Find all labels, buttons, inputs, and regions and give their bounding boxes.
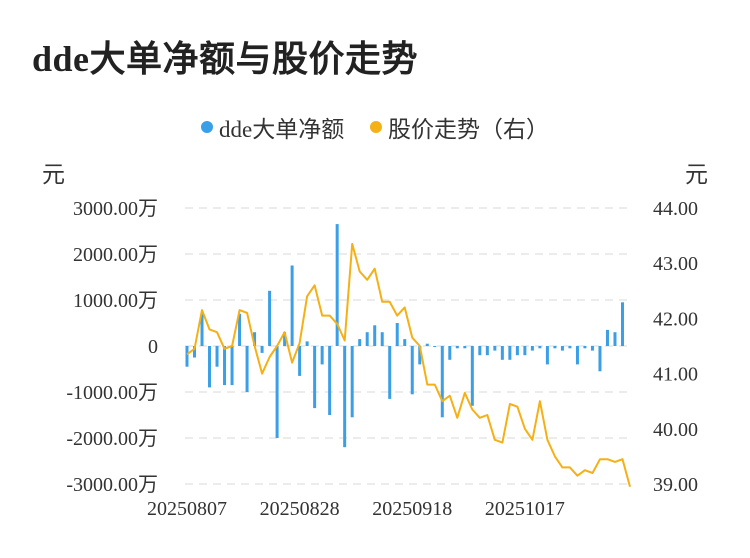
left-tick-label: -1000.00万: [66, 382, 158, 404]
dde-bar: [538, 346, 542, 349]
dde-bar: [478, 346, 482, 356]
x-tick-label: 20250918: [372, 498, 452, 520]
right-tick-label: 42.00: [653, 308, 698, 330]
legend-item-price[interactable]: 股价走势（右）: [369, 110, 549, 144]
dde-bar: [223, 346, 227, 386]
legend-dot-price: [369, 121, 382, 133]
right-axis-unit: 元: [685, 162, 708, 187]
dde-bar: [358, 339, 362, 346]
dde-bar: [230, 346, 234, 386]
right-tick-label: 41.00: [653, 364, 698, 386]
dde-bar: [515, 346, 519, 356]
left-tick-label: 3000.00万: [73, 198, 158, 220]
x-tick-label: 20250828: [260, 498, 340, 520]
dde-bar: [388, 346, 392, 399]
left-tick-label: 2000.00万: [73, 244, 158, 266]
dde-bar: [485, 346, 489, 356]
dde-bar: [575, 346, 579, 365]
x-tick-label: 20250807: [147, 498, 227, 520]
left-tick-label: 0: [148, 336, 158, 358]
dde-bar: [508, 346, 512, 360]
legend-label-price: 股价走势（右）: [387, 117, 549, 142]
dde-bar: [208, 346, 212, 388]
dde-bar: [530, 346, 534, 351]
price-line: [186, 242, 631, 488]
dde-bar: [418, 346, 422, 365]
dde-bar: [470, 346, 474, 406]
right-tick-label: 40.00: [653, 419, 698, 441]
dde-bar: [335, 224, 339, 346]
dde-bar: [298, 346, 302, 376]
dde-bar: [553, 346, 557, 349]
dde-bar: [598, 346, 602, 372]
dde-bar: [260, 346, 264, 353]
right-tick-label: 43.00: [653, 253, 698, 275]
dde-bar: [613, 332, 617, 346]
dde-bar: [373, 325, 377, 346]
dde-bar: [305, 341, 309, 346]
dde-bar: [275, 346, 279, 438]
dde-bar: [440, 346, 444, 418]
dde-bar: [343, 346, 347, 448]
dde-bar: [215, 346, 219, 367]
dde-bar: [253, 332, 257, 346]
dde-bar: [283, 332, 287, 346]
dde-bar: [410, 346, 414, 395]
right-tick-label: 44.00: [653, 198, 698, 220]
dde-bar: [193, 346, 197, 358]
dde-bar: [185, 346, 189, 367]
dde-bar: [268, 290, 272, 346]
left-tick-label: -3000.00万: [66, 474, 158, 496]
dde-bar: [605, 329, 609, 346]
dde-bar: [425, 343, 429, 346]
dde-bar: [313, 346, 317, 409]
dde-bar: [455, 346, 459, 349]
dde-bar: [620, 302, 624, 346]
dde-bar: [200, 313, 204, 346]
dde-bar: [365, 332, 369, 346]
dde-bar: [328, 346, 332, 415]
left-tick-label: -2000.00万: [66, 428, 158, 450]
dde-bar: [523, 346, 527, 356]
dde-bar: [545, 346, 549, 365]
left-tick-label: 1000.00万: [73, 290, 158, 312]
dde-bar: [500, 346, 504, 360]
x-tick-label: 20251017: [485, 498, 565, 520]
chart-title: dde大单净额与股价走势: [32, 39, 419, 79]
dde-bar: [380, 332, 384, 346]
dde-bar: [463, 346, 467, 349]
right-tick-label: 39.00: [653, 474, 698, 496]
dde-bar: [350, 346, 354, 418]
legend: dde大单净额 股价走势（右）: [0, 110, 750, 144]
dde-bar: [560, 346, 564, 351]
legend-dot-dde: [201, 121, 214, 133]
dde-bar: [583, 346, 587, 349]
legend-label-dde: dde大单净额: [219, 117, 345, 142]
left-axis-unit: 元: [42, 162, 65, 187]
dde-bar: [590, 346, 594, 351]
dde-bar: [433, 346, 437, 347]
dde-bar: [493, 346, 497, 351]
dde-bar: [238, 313, 242, 346]
legend-item-dde[interactable]: dde大单净额: [201, 110, 344, 144]
dde-bar: [395, 323, 399, 346]
dde-bar: [448, 346, 452, 360]
dde-bar: [568, 346, 572, 349]
dde-bar: [320, 346, 324, 365]
dde-bar: [290, 265, 294, 346]
dde-bar: [245, 346, 249, 392]
dde-bar: [403, 339, 407, 346]
